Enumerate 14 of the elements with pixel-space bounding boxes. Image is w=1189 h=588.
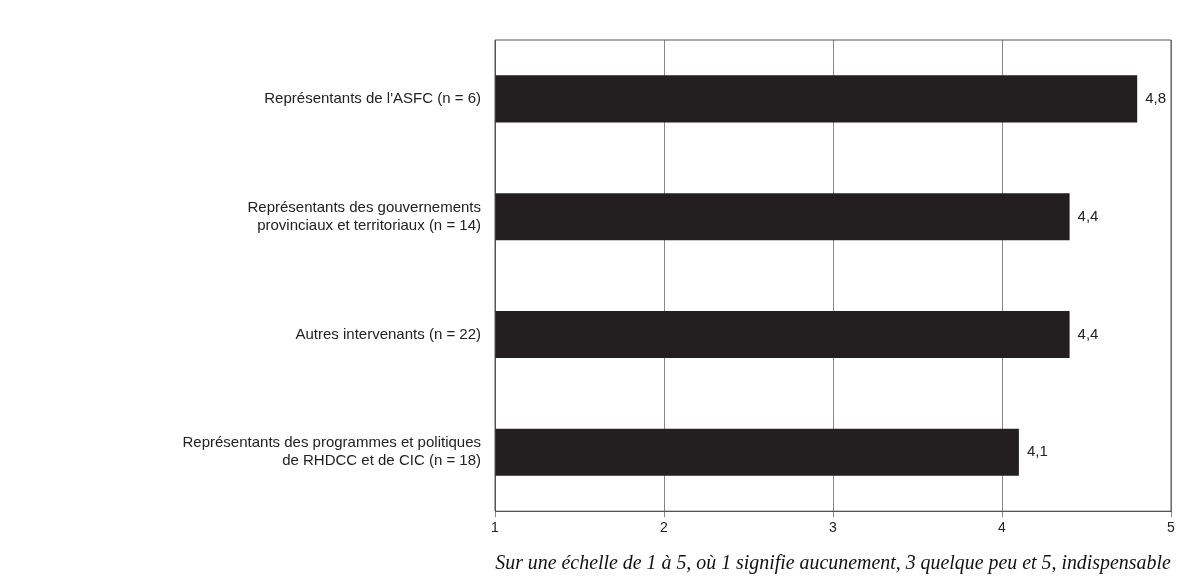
y-tick-label: Représentants des programmes et politiques de RHDCC et de CIC (n = 18): [182, 433, 481, 469]
y-tick-label: Représentants de l'ASFC (n = 6): [264, 89, 481, 107]
x-tick-label: 2: [660, 519, 669, 536]
y-tick-label: Représentants des gouvernements provinciaux et territoriaux (n = 14): [247, 197, 481, 233]
x-axis-title: Sur une échelle de 1 à 5, où 1 signifie aucunement, 3 quelque peu et 5, indispensable: [495, 551, 1171, 575]
y-tick-label: Autres intervenants (n = 22): [295, 324, 481, 342]
x-tick-label: 1: [491, 519, 500, 536]
x-tick-label: 3: [829, 519, 838, 536]
data-label: 4,4: [1077, 324, 1099, 342]
data-label: 4,4: [1077, 206, 1099, 224]
data-label: 4,1: [1026, 442, 1048, 460]
x-tick-label: 4: [998, 519, 1007, 536]
data-label: 4,8: [1145, 89, 1167, 107]
x-tick-label: 5: [1167, 519, 1176, 536]
